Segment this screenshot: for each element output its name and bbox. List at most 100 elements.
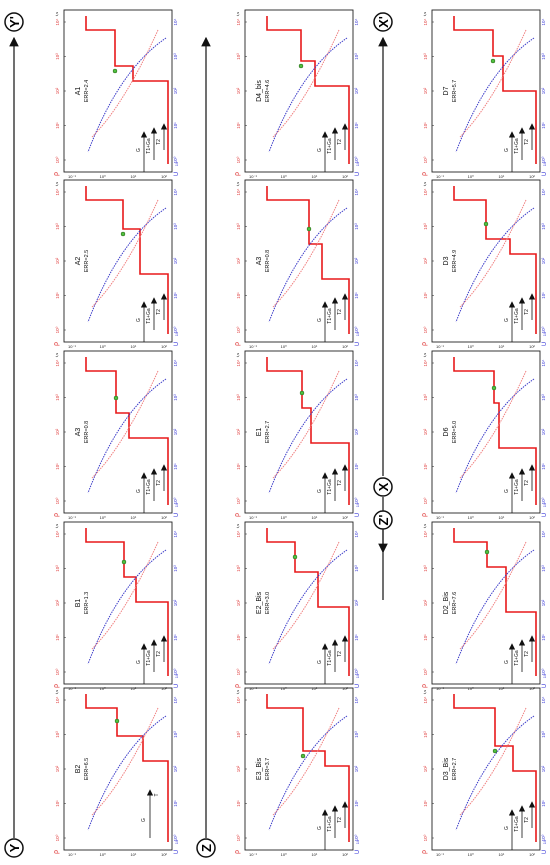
layer-label: G [317, 826, 323, 830]
calibration-point [490, 58, 496, 64]
u-tick-label: 10⁴ [173, 359, 178, 366]
time-tick-label: 10¹ [130, 515, 136, 520]
time-tick-label: 10⁻¹ [436, 852, 445, 857]
resistivity-model-curve [266, 186, 350, 334]
time-tick-label: 10⁻¹ [436, 174, 445, 179]
u-axis-unit: 10 [355, 673, 360, 678]
t-axis-unit: t,s [235, 524, 240, 528]
rho-tick-label: 10⁴ [423, 696, 428, 703]
voltage-curve [455, 549, 535, 665]
rho-tick-label: 10⁴ [423, 188, 428, 195]
layer-label: G [504, 826, 510, 830]
rho-tick-label: 10⁰ [423, 497, 428, 504]
rho-tick-label: 10³ [236, 53, 241, 60]
rho-tick-label: 10⁰ [55, 668, 60, 675]
u-tick-label: 10³ [354, 223, 359, 230]
rho-tick-label: 10⁰ [236, 834, 241, 841]
u-tick-label: 10³ [541, 223, 546, 230]
u-axis-title: U [174, 513, 180, 517]
time-tick-label: 10¹ [311, 686, 317, 691]
layer-label: G [136, 318, 142, 322]
u-tick-label: 10⁴ [354, 530, 359, 537]
panel-title: E3_Bis [256, 757, 263, 780]
u-axis-unit: 10 [542, 161, 547, 166]
time-tick-label: 10² [161, 174, 167, 179]
u-axis-unit: 10 [174, 161, 179, 166]
time-tick-label: 10⁻¹ [436, 686, 445, 691]
rho-tick-label: 10¹ [55, 463, 60, 470]
layer-label: T2 [337, 651, 343, 657]
u-axis-unit: 10 [355, 502, 360, 507]
u-tick-label: 10⁰ [173, 497, 178, 504]
rho-tick-label: 10² [55, 257, 60, 264]
calibration-point [300, 753, 306, 759]
calibration-point [112, 68, 118, 74]
u-tick-label: 10² [541, 765, 546, 772]
panel-title: E1 [256, 428, 263, 437]
model-panel: 10⁰ 10¹ 10² 10³ 10⁴ 10⁰ 10¹ 10² 10³ 10⁴ ρ U 10 t,s 10⁻… [421, 521, 548, 691]
rho-tick-label: 10⁴ [423, 18, 428, 25]
resistivity-model-curve [266, 357, 350, 505]
rho-tick-label: 10⁰ [236, 668, 241, 675]
u-tick-label: 10² [354, 257, 359, 264]
layer-label: T2 [156, 139, 162, 145]
u-tick-label: 10⁴ [354, 18, 359, 25]
resistivity-model-curve [453, 694, 537, 842]
voltage-curve [87, 207, 167, 323]
u-tick-label: 10⁰ [173, 156, 178, 163]
panel-err: ERR=2.5 [84, 250, 90, 272]
time-tick-label: 10² [529, 686, 535, 691]
panel-title: E2_Bis [256, 591, 263, 614]
rho-axis-title: ρ [53, 172, 60, 176]
panel-title: D7 [443, 86, 450, 95]
u-tick-label: 10² [173, 87, 178, 94]
layer-label: T2 [337, 480, 343, 486]
panel-title: D6 [443, 427, 450, 436]
t-axis-unit: t,s [54, 182, 59, 186]
u-tick-label: 10² [173, 765, 178, 772]
u-tick-label: 10⁴ [541, 188, 546, 195]
svg-text:Y': Y' [7, 16, 22, 28]
u-tick-label: 10² [541, 257, 546, 264]
u-tick-label: 10¹ [173, 122, 178, 129]
t-axis-unit: t,s [235, 353, 240, 357]
u-axis-unit: 10 [355, 161, 360, 166]
time-tick-label: 10⁰ [100, 515, 106, 520]
u-tick-label: 10¹ [541, 292, 546, 299]
u-tick-label: 10³ [354, 394, 359, 401]
u-tick-label: 10⁴ [354, 188, 359, 195]
time-tick-label: 10⁻¹ [436, 515, 445, 520]
rho-axis-title: ρ [53, 850, 60, 854]
rho-axis-title: ρ [234, 342, 241, 346]
time-tick-label: 10⁰ [281, 686, 287, 691]
panel-err: ERR=3.7 [265, 758, 271, 780]
rho-tick-label: 10⁰ [236, 497, 241, 504]
apparent-resistivity-curve [91, 199, 159, 308]
u-tick-label: 10⁴ [541, 696, 546, 703]
svg-text:Y: Y [7, 843, 22, 852]
marker-x-prime: X' [373, 12, 393, 32]
rho-axis-title: ρ [421, 684, 428, 688]
apparent-resistivity-curve [91, 707, 159, 816]
time-tick-label: 10⁻¹ [68, 852, 77, 857]
rho-tick-label: 10³ [55, 394, 60, 401]
layer-label: T [154, 793, 160, 796]
time-tick-label: 10⁰ [281, 852, 287, 857]
t-axis-unit: t,s [54, 524, 59, 528]
calibration-point [483, 221, 489, 227]
time-tick-label: 10⁰ [468, 515, 474, 520]
rho-tick-label: 10⁴ [236, 188, 241, 195]
rho-tick-label: 10¹ [55, 634, 60, 641]
u-axis-title: U [174, 684, 180, 688]
time-tick-label: 10² [161, 686, 167, 691]
time-tick-label: 10² [342, 344, 348, 349]
panel-title: B1 [75, 599, 82, 608]
voltage-curve [87, 378, 167, 494]
resistivity-model-curve [85, 357, 169, 505]
time-tick-label: 10⁻¹ [68, 174, 77, 179]
rho-tick-label: 10³ [236, 731, 241, 738]
rho-axis-title: ρ [53, 684, 60, 688]
calibration-point [113, 395, 119, 401]
u-axis-title: U [355, 850, 361, 854]
u-tick-label: 10⁰ [541, 156, 546, 163]
